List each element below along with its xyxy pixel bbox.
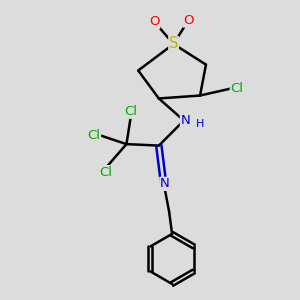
Text: N: N (181, 114, 190, 127)
Text: Cl: Cl (99, 166, 112, 178)
Text: Cl: Cl (88, 129, 100, 142)
Text: O: O (183, 14, 194, 27)
Text: H: H (196, 119, 205, 129)
Text: Cl: Cl (230, 82, 243, 95)
Text: N: N (160, 177, 169, 190)
Text: S: S (169, 37, 178, 52)
Text: O: O (149, 15, 160, 28)
Text: Cl: Cl (124, 105, 137, 118)
